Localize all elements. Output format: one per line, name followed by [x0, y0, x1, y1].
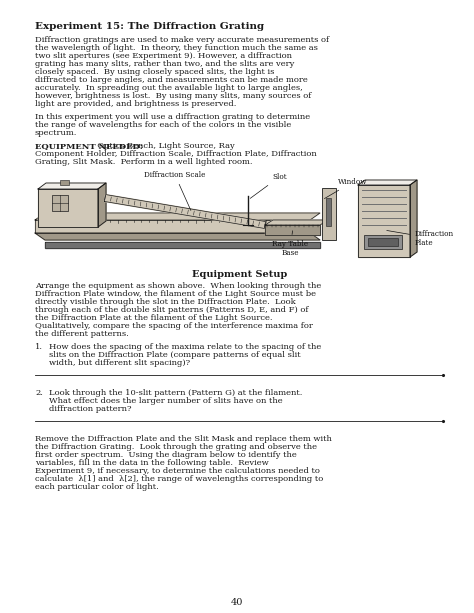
Polygon shape	[358, 180, 417, 185]
Polygon shape	[35, 220, 310, 233]
Text: the Diffraction Grating.  Look through the grating and observe the: the Diffraction Grating. Look through th…	[35, 443, 317, 451]
Polygon shape	[265, 220, 328, 225]
Text: the wavelength of light.  In theory, they function much the same as: the wavelength of light. In theory, they…	[35, 44, 318, 52]
Text: each particular color of light.: each particular color of light.	[35, 483, 159, 491]
Text: light are provided, and brightness is preserved.: light are provided, and brightness is pr…	[35, 100, 237, 108]
Text: What effect does the larger number of slits have on the: What effect does the larger number of sl…	[49, 397, 283, 405]
Bar	[322, 188, 336, 240]
Text: How does the spacing of the maxima relate to the spacing of the: How does the spacing of the maxima relat…	[49, 343, 321, 351]
Text: Window: Window	[324, 178, 367, 199]
Text: the range of wavelengths for each of the colors in the visible: the range of wavelengths for each of the…	[35, 121, 291, 129]
Text: In this experiment you will use a diffraction grating to determine: In this experiment you will use a diffra…	[35, 113, 310, 121]
Text: EQUIPMENT NEEDED:: EQUIPMENT NEEDED:	[35, 142, 143, 150]
Text: slits on the Diffraction Plate (compare patterns of equal slit: slits on the Diffraction Plate (compare …	[49, 351, 301, 359]
Polygon shape	[35, 213, 320, 220]
Text: calculate  λ[1] and  λ[2], the range of wavelengths corresponding to: calculate λ[1] and λ[2], the range of wa…	[35, 475, 323, 483]
Text: 1.: 1.	[35, 343, 43, 351]
Text: diffraction pattern?: diffraction pattern?	[49, 405, 131, 413]
Text: Component Holder, Diffraction Scale, Diffraction Plate, Diffraction: Component Holder, Diffraction Scale, Dif…	[35, 150, 317, 158]
Text: two slit apertures (see Experiment 9). However, a diffraction: two slit apertures (see Experiment 9). H…	[35, 52, 292, 60]
Text: the different patterns.: the different patterns.	[35, 330, 129, 338]
Text: Ray Table
Base: Ray Table Base	[272, 230, 308, 257]
Text: through each of the double slit patterns (Patterns D, E, and F) of: through each of the double slit patterns…	[35, 306, 309, 314]
Text: Experiment 15: The Diffraction Grating: Experiment 15: The Diffraction Grating	[35, 22, 264, 31]
Text: Look through the 10-slit pattern (Pattern G) at the filament.: Look through the 10-slit pattern (Patter…	[49, 389, 302, 397]
Text: the Diffraction Plate at the filament of the Light Source.: the Diffraction Plate at the filament of…	[35, 314, 273, 322]
Text: Remove the Diffraction Plate and the Slit Mask and replace them with: Remove the Diffraction Plate and the Sli…	[35, 435, 332, 443]
Text: width, but different slit spacing)?: width, but different slit spacing)?	[49, 359, 190, 367]
Text: Arrange the equipment as shown above.  When looking through the: Arrange the equipment as shown above. Wh…	[35, 282, 321, 290]
Text: first order spectrum.  Using the diagram below to identify the: first order spectrum. Using the diagram …	[35, 451, 297, 459]
Text: Equipment Setup: Equipment Setup	[192, 270, 288, 279]
Text: grating has many slits, rather than two, and the slits are very: grating has many slits, rather than two,…	[35, 60, 294, 68]
Text: Diffraction
Plate: Diffraction Plate	[387, 230, 454, 247]
Text: variables, fill in the data in the following table.  Review: variables, fill in the data in the follo…	[35, 459, 269, 467]
Polygon shape	[38, 183, 106, 189]
Polygon shape	[45, 242, 320, 248]
Text: Grating, Slit Mask.  Perform in a well lighted room.: Grating, Slit Mask. Perform in a well li…	[35, 158, 253, 166]
Polygon shape	[358, 185, 410, 257]
Text: closely spaced.  By using closely spaced slits, the light is: closely spaced. By using closely spaced …	[35, 68, 274, 76]
Bar	[368, 238, 398, 246]
Text: Diffraction Plate window, the filament of the Light Source must be: Diffraction Plate window, the filament o…	[35, 290, 316, 298]
Polygon shape	[104, 194, 265, 229]
Bar	[60, 180, 69, 185]
Text: spectrum.: spectrum.	[35, 129, 77, 137]
Text: however, brightness is lost.  By using many slits, many sources of: however, brightness is lost. By using ma…	[35, 92, 311, 100]
Text: Optics Bench, Light Source, Ray: Optics Bench, Light Source, Ray	[92, 142, 237, 150]
Text: Experiment 9, if necessary, to determine the calculations needed to: Experiment 9, if necessary, to determine…	[35, 467, 320, 475]
Polygon shape	[98, 183, 106, 227]
Text: 40: 40	[231, 598, 243, 607]
Text: Diffraction Scale: Diffraction Scale	[144, 171, 206, 210]
Bar	[364, 235, 402, 249]
Text: 2.: 2.	[35, 389, 43, 397]
Text: directly visible through the slot in the Diffraction Plate.  Look: directly visible through the slot in the…	[35, 298, 296, 306]
Text: Diffraction gratings are used to make very accurate measurements of: Diffraction gratings are used to make ve…	[35, 36, 329, 44]
Text: diffracted to large angles, and measurements can be made more: diffracted to large angles, and measurem…	[35, 76, 308, 84]
Text: Qualitatively, compare the spacing of the interference maxima for: Qualitatively, compare the spacing of th…	[35, 322, 313, 330]
Bar	[52, 195, 68, 211]
Text: accurately.  In spreading out the available light to large angles,: accurately. In spreading out the availab…	[35, 84, 303, 92]
Bar	[326, 198, 331, 226]
Polygon shape	[265, 225, 320, 235]
Polygon shape	[410, 180, 417, 257]
Text: Slot: Slot	[250, 173, 287, 199]
Polygon shape	[35, 233, 320, 240]
Polygon shape	[38, 189, 98, 227]
